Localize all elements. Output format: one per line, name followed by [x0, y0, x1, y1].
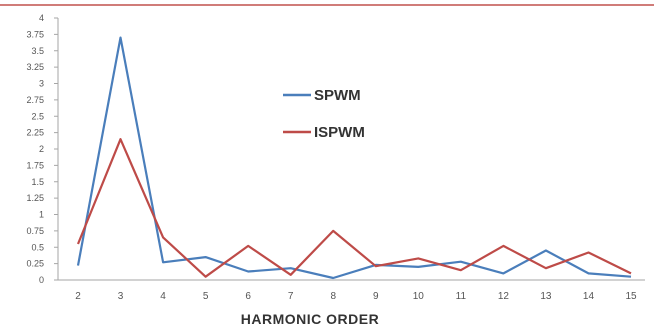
x-tick-label: 3: [118, 291, 124, 302]
x-tick-label: 2: [75, 291, 81, 302]
y-tick-label: 2: [39, 144, 44, 154]
y-tick-label: 3.25: [26, 62, 44, 72]
legend-label-spwm: SPWM: [314, 87, 361, 104]
x-tick-label: 12: [498, 291, 510, 302]
y-tick-label: 4: [39, 13, 44, 23]
y-tick-label: 0.75: [26, 226, 44, 236]
x-tick-label: 5: [203, 291, 209, 302]
x-tick-label: 14: [583, 291, 595, 302]
x-axis-ticks: 2 3 4 5 6 7 8 9 10 11 12 13 14 15: [75, 291, 637, 302]
x-tick-label: 4: [160, 291, 166, 302]
y-tick-label: 3.75: [26, 29, 44, 39]
y-tick-label: 3.5: [31, 46, 44, 56]
y-axis-ticks: 0 0.25 0.5 0.75 1 1.25 1.5 1.75 2 2.25 2.5 2.75 3 3.2…: [26, 13, 58, 285]
series-lines: [76, 36, 632, 280]
x-axis-label: HARMONIC ORDER: [241, 311, 379, 327]
y-tick-label: 1.75: [26, 160, 44, 170]
legend-label-ispwm: ISPWM: [314, 124, 365, 141]
y-tick-label: 3: [39, 79, 44, 89]
x-tick-label: 11: [456, 291, 467, 302]
x-tick-label: 13: [540, 291, 552, 302]
y-tick-label: 1.25: [26, 193, 44, 203]
x-tick-label: 6: [245, 291, 251, 302]
x-tick-label: 15: [625, 291, 637, 302]
y-tick-label: 0: [39, 275, 44, 285]
y-tick-label: 0.25: [26, 259, 44, 269]
chart-axes: [57, 18, 645, 281]
y-tick-label: 2.75: [26, 95, 44, 105]
y-tick-label: 0.5: [31, 242, 44, 252]
y-tick-label: 1.5: [31, 177, 44, 187]
x-tick-label: 9: [373, 291, 379, 302]
series-line-ispwm: [76, 138, 632, 278]
y-tick-label: 2.25: [26, 128, 44, 138]
x-tick-label: 10: [413, 291, 425, 302]
series-line-spwm: [76, 36, 632, 280]
x-tick-label: 7: [288, 291, 294, 302]
chart-legend: SPWM ISPWM: [283, 87, 365, 141]
y-tick-label: 1: [39, 210, 44, 220]
x-tick-label: 8: [330, 291, 336, 302]
y-tick-label: 2.5: [31, 111, 44, 121]
